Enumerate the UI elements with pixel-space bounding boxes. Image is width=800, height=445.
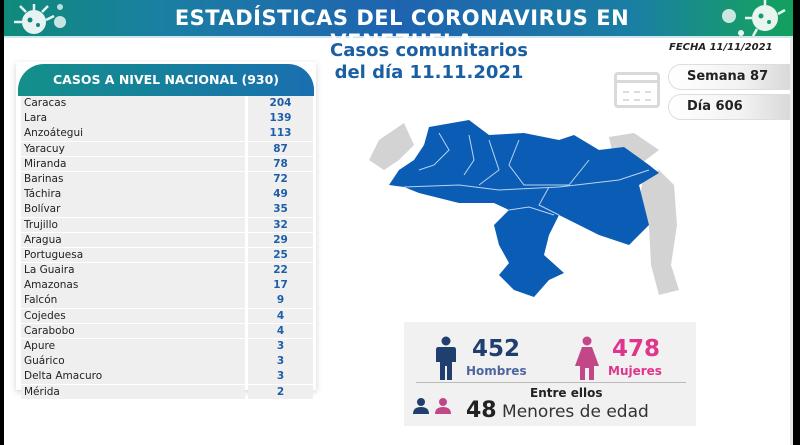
case-count: 4 — [248, 323, 313, 339]
divider — [416, 382, 686, 383]
report-date: FECHA 11/11/2021 — [669, 42, 773, 53]
table-row: Cojedes 4 — [21, 308, 313, 324]
state-name: Carabobo — [21, 323, 245, 339]
subtitle-line-1: Casos comunitarios — [330, 40, 528, 61]
case-count: 3 — [248, 339, 313, 354]
table-rows: Caracas 204 Lara 139 Anzoátegui 113 Yaracuy… — [21, 96, 313, 400]
minors-label: Menores de edad — [502, 402, 649, 422]
table-row: Mérida 2 — [21, 384, 313, 400]
case-count: 4 — [248, 308, 313, 324]
subtitle: Casos comunitarios del día 11.11.2021 — [314, 40, 544, 84]
table-header: CASOS A NIVEL NACIONAL (930) — [18, 64, 314, 96]
table-row: Amazonas 17 — [21, 278, 313, 293]
state-name: Cojedes — [21, 308, 245, 324]
state-name: La Guaira — [21, 263, 245, 278]
case-count: 3 — [248, 369, 313, 384]
state-name: Anzoátegui — [21, 126, 245, 141]
case-count: 17 — [248, 278, 313, 293]
table-row: Aragua 29 — [21, 232, 313, 248]
women-label: Mujeres — [608, 364, 662, 378]
case-count: 29 — [248, 232, 313, 248]
table-row: Anzoátegui 113 — [21, 126, 313, 141]
page-title: ESTADÍSTICAS DEL CORONAVIRUS EN VENEZUEL… — [174, 6, 630, 54]
state-name: Táchira — [21, 187, 245, 202]
colombia-shape — [369, 123, 414, 170]
right-edge — [790, 38, 793, 445]
men-count: 452 — [472, 336, 521, 362]
table-row: Táchira 49 — [21, 187, 313, 202]
table-row: Portuguesa 25 — [21, 247, 313, 263]
state-name: Lara — [21, 111, 245, 126]
state-name: Trujillo — [21, 217, 245, 233]
subtitle-line-2: del día 11.11.2021 — [334, 62, 524, 83]
table-row: Apure 3 — [21, 339, 313, 354]
table-row: Bolívar 35 — [21, 202, 313, 217]
case-count: 72 — [248, 171, 313, 187]
state-name: Falcón — [21, 293, 245, 309]
minors-intro: Entre ellos — [530, 386, 603, 400]
table-row: La Guaira 22 — [21, 263, 313, 278]
state-name: Guárico — [21, 354, 245, 369]
state-name: Miranda — [21, 156, 245, 172]
case-count: 9 — [248, 293, 313, 309]
case-count: 32 — [248, 217, 313, 233]
week-badge: Semana 87 — [668, 64, 792, 90]
state-name: Apure — [21, 339, 245, 354]
case-count: 22 — [248, 263, 313, 278]
table-row: Yaracuy 87 — [21, 141, 313, 157]
cases-table: CASOS A NIVEL NACIONAL (930) Caracas 204 … — [16, 62, 316, 400]
child-boy-icon — [413, 398, 429, 414]
state-name: Barinas — [21, 171, 245, 187]
case-count: 139 — [248, 111, 313, 126]
state-name: Caracas — [21, 96, 245, 111]
men-label: Hombres — [466, 364, 527, 378]
table-row: Lara 139 — [21, 111, 313, 126]
man-icon — [436, 336, 456, 380]
table-row: Carabobo 4 — [21, 323, 313, 339]
venezuela-states — [389, 120, 659, 297]
case-count: 78 — [248, 156, 313, 172]
women-count: 478 — [612, 336, 661, 362]
case-count: 204 — [248, 96, 313, 111]
case-count: 87 — [248, 141, 313, 157]
header-banner: ESTADÍSTICAS DEL CORONAVIRUS EN VENEZUEL… — [4, 0, 793, 54]
case-count: 3 — [248, 354, 313, 369]
child-girl-icon — [435, 398, 451, 414]
case-count: 113 — [248, 126, 313, 141]
case-count: 49 — [248, 187, 313, 202]
state-name: Portuguesa — [21, 247, 245, 263]
demographics-panel: 452 Hombres 478 Mujeres Entre ellos 48 M… — [404, 322, 696, 426]
state-name: Mérida — [21, 384, 245, 400]
table-row: Caracas 204 — [21, 96, 313, 111]
table-row: Miranda 78 — [21, 156, 313, 172]
table-row: Falcón 9 — [21, 293, 313, 309]
table-row: Barinas 72 — [21, 171, 313, 187]
infographic: ESTADÍSTICAS DEL CORONAVIRUS EN VENEZUEL… — [4, 0, 793, 445]
state-name: Delta Amacuro — [21, 369, 245, 384]
state-name: Bolívar — [21, 202, 245, 217]
state-name: Yaracuy — [21, 141, 245, 157]
table-row: Delta Amacuro 3 — [21, 369, 313, 384]
case-count: 25 — [248, 247, 313, 263]
minors-count: 48 — [466, 398, 497, 423]
case-count: 2 — [248, 384, 313, 400]
table-row: Trujillo 32 — [21, 217, 313, 233]
minors-line: 48 Menores de edad — [466, 398, 649, 423]
calendar-icon — [614, 72, 660, 108]
table-row: Guárico 3 — [21, 354, 313, 369]
venezuela-map — [369, 120, 679, 297]
woman-icon — [575, 336, 599, 380]
virus-icon — [722, 0, 786, 37]
virus-icon — [14, 4, 66, 34]
guyana-shape — [639, 170, 679, 295]
state-name: Aragua — [21, 232, 245, 248]
case-count: 35 — [248, 202, 313, 217]
state-name: Amazonas — [21, 278, 245, 293]
